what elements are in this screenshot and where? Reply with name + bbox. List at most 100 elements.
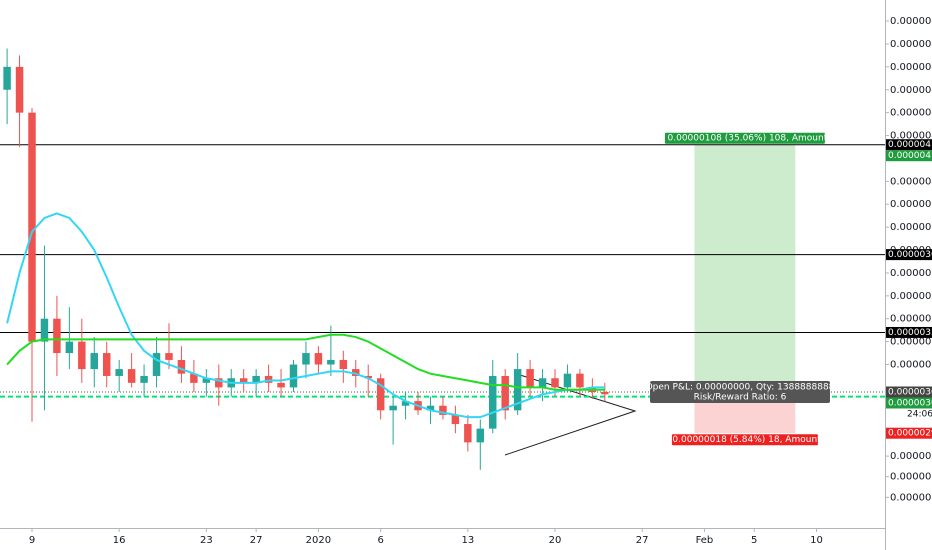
price-badge-label: 0.00000308	[888, 398, 932, 408]
candle-body	[376, 378, 385, 411]
moving-average	[6, 212, 605, 419]
candle-body	[65, 341, 74, 354]
y-tick-label: 0.00000390	[890, 199, 932, 210]
candle-body	[264, 375, 273, 383]
candle-body	[115, 369, 123, 376]
y-tick-label: 0.00000262	[890, 492, 932, 503]
candle-body	[177, 359, 186, 374]
stop-label: Stop: 0.00000018 (5.84%) 18, Amount: 750	[646, 435, 844, 445]
target-label: Target: 0.00000108 (35.06%) 108, Amount:…	[633, 134, 857, 144]
candle-body	[102, 353, 111, 376]
price-badge-label: 0.00000416	[888, 140, 932, 150]
x-tick-label: 27	[636, 535, 649, 546]
pnl-label-bg	[650, 380, 830, 403]
candle-body	[202, 378, 211, 383]
candle-body	[352, 369, 360, 376]
y-tick-label: 0.00000271	[890, 472, 932, 483]
price-badge-label: 0.00000290	[888, 429, 932, 439]
candle-body	[252, 375, 260, 383]
candle-body	[314, 353, 323, 365]
candle-body	[513, 369, 522, 411]
candle-body	[563, 373, 572, 388]
x-tick-label: 10	[810, 535, 823, 546]
y-tick-label: 0.00000320	[890, 360, 932, 371]
moving-average	[6, 333, 605, 391]
candle-body	[15, 66, 24, 113]
y-tick-label: 0.00000400	[890, 176, 932, 187]
candle-body	[576, 373, 584, 388]
candle-body	[239, 378, 248, 383]
candle-body	[339, 359, 348, 370]
candle-body	[90, 353, 99, 370]
x-tick-label: 20	[549, 535, 562, 546]
target-label-bg	[664, 132, 825, 144]
y-tick-label: 0.00000360	[890, 268, 932, 279]
target-zone	[694, 144, 796, 392]
candle-body	[78, 341, 86, 370]
y-tick-label: 0.00000280	[890, 451, 932, 462]
candle-body	[451, 414, 460, 425]
x-tick-label: 9	[29, 535, 35, 546]
price-badge-label: 0.00000308	[888, 387, 932, 397]
candle-body	[389, 405, 397, 411]
candle-body	[127, 369, 136, 383]
x-tick-label: 5	[751, 535, 757, 546]
candle-body	[551, 378, 559, 388]
candle-body	[165, 353, 173, 360]
candle-body	[190, 373, 198, 383]
candle-body	[215, 378, 223, 388]
candle-body	[601, 391, 609, 395]
y-tick-label: 0.00000430	[890, 108, 932, 119]
candle-body	[464, 424, 472, 443]
candle-body	[489, 375, 497, 429]
ratio-label: Risk/Reward Ratio: 6	[694, 392, 787, 402]
candle-body	[302, 353, 310, 365]
candle-body	[401, 401, 410, 406]
y-tick-label: 0.00000340	[890, 314, 932, 325]
y-tick-label: 0.00000350	[890, 291, 932, 302]
price-badge-label: 0.00000334	[888, 328, 932, 338]
candle-body	[152, 353, 161, 376]
price-badge-label: 0.00000368	[888, 250, 932, 260]
price-badge	[886, 139, 932, 151]
price-badge	[886, 386, 932, 398]
candle-body	[289, 364, 298, 388]
candle-body	[140, 375, 148, 383]
y-tick-label: 0.00000330	[890, 337, 932, 348]
candle-body	[476, 428, 485, 443]
candle-body	[526, 369, 534, 388]
y-tick-label: 0.00000460	[890, 39, 932, 50]
candle-body	[28, 112, 36, 342]
x-tick-label: 16	[113, 535, 126, 546]
candle-body	[426, 405, 435, 411]
price-badge	[886, 397, 932, 409]
x-tick-label: 13	[461, 535, 474, 546]
pnl-label: Open P&L: 0.00000000, Qty: 1388888888	[646, 382, 835, 392]
x-tick-label: 6	[377, 535, 383, 546]
stop-label-bg	[671, 434, 818, 446]
price-badge	[886, 326, 932, 338]
x-tick-label: 23	[200, 535, 213, 546]
y-tick-label: 0.00000420	[890, 131, 932, 142]
candle-body	[277, 382, 285, 388]
y-tick-label: 0.00000470	[890, 16, 932, 27]
countdown: 24:06	[907, 409, 932, 419]
candle-body	[40, 318, 49, 342]
y-tick-label: 0.00000440	[890, 85, 932, 96]
candle-body	[327, 359, 335, 365]
price-badge	[886, 249, 932, 261]
candle-body	[439, 405, 447, 415]
x-tick-label: 2020	[306, 535, 331, 546]
y-tick-label: 0.00000450	[890, 62, 932, 73]
candle-body	[364, 375, 372, 379]
candle-body	[538, 378, 547, 388]
candle-body	[3, 66, 11, 90]
y-tick-label: 0.00000380	[890, 222, 932, 233]
price-badge	[886, 150, 932, 162]
price-badge-label: 0.00000416	[888, 151, 932, 161]
x-tick-label: 27	[250, 535, 263, 546]
candle-body	[53, 318, 61, 354]
x-tick-label: Feb	[696, 535, 714, 546]
price-badge	[886, 427, 932, 439]
